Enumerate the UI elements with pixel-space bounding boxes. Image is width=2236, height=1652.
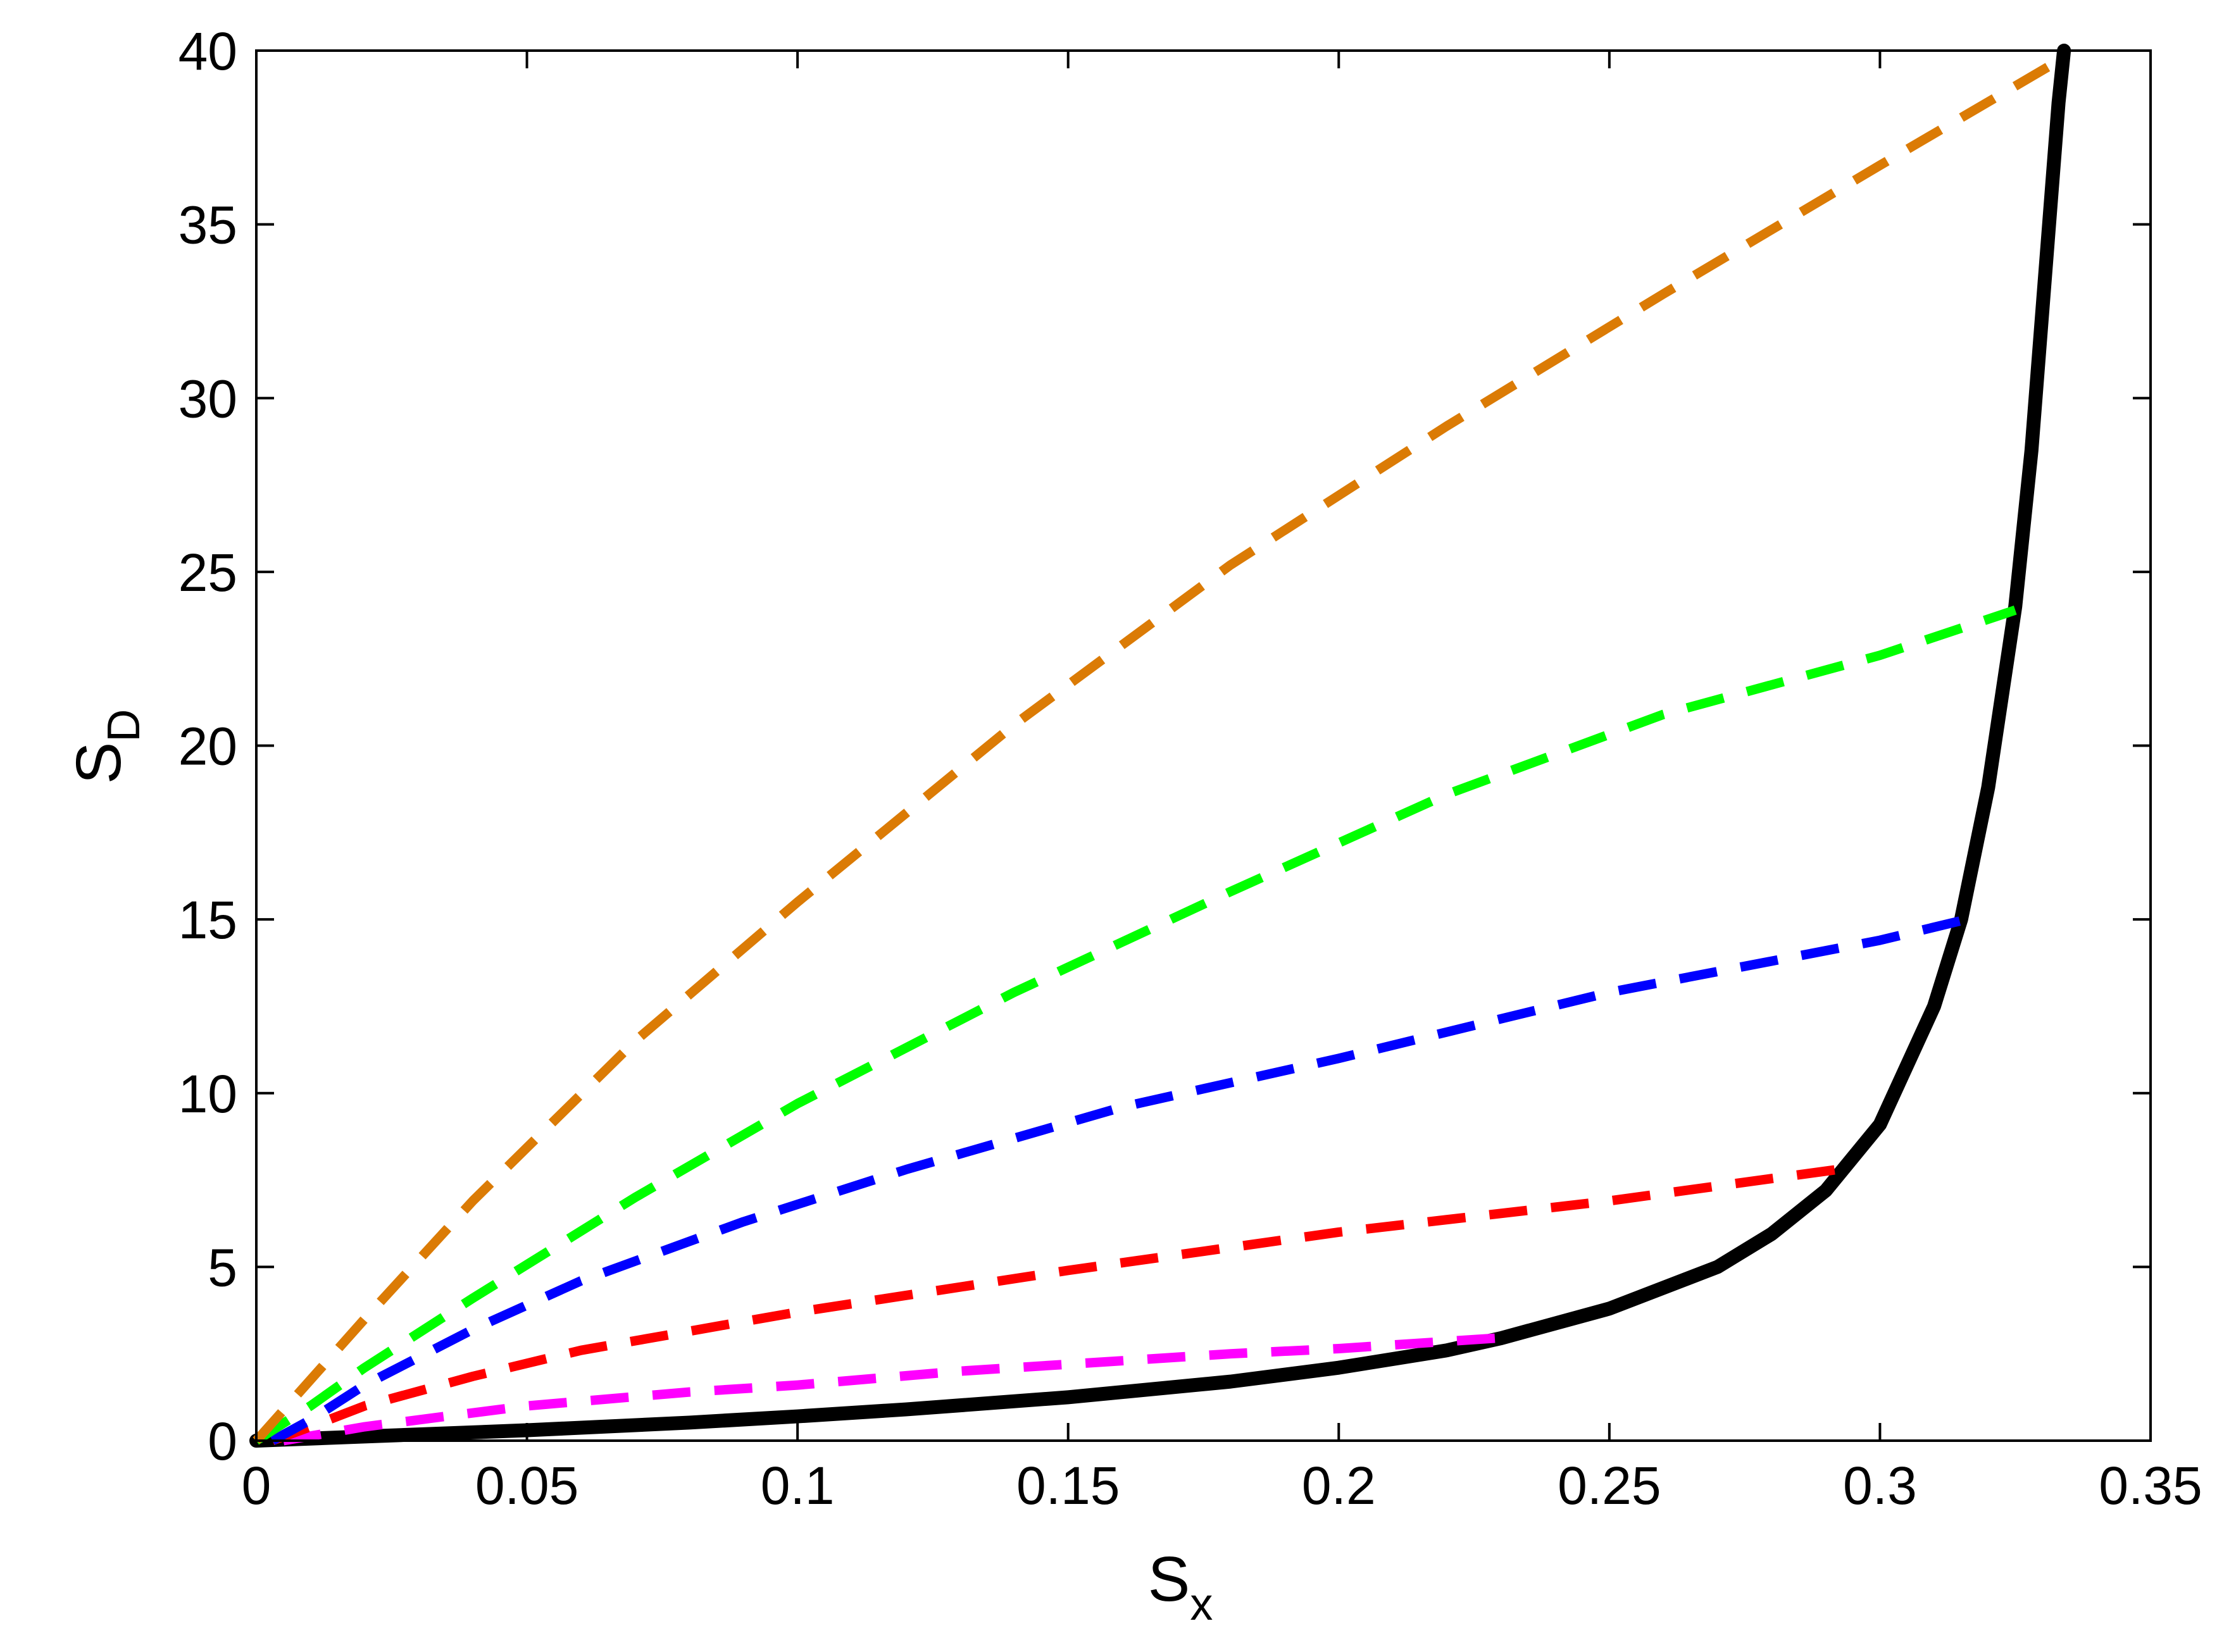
y-tick-label: 20 [178,717,237,776]
x-tick-label: 0.2 [1302,1456,1376,1515]
y-tick-label: 35 [178,196,237,255]
x-tick-label: 0.05 [475,1456,579,1515]
y-tick-label: 40 [178,22,237,81]
series-5-line [253,53,2066,1444]
y-tick-label: 5 [208,1238,237,1297]
x-axis-label: Sx [1148,1544,1213,1630]
y-tick-label: 0 [208,1412,237,1471]
y-tick-label: 25 [178,543,237,602]
series-1-line [282,1333,1496,1446]
x-tick-label: 0.15 [1016,1456,1120,1515]
y-tick-label: 15 [178,890,237,950]
x-tick-label: 0.25 [1558,1456,1661,1515]
x-axis-label-sub: x [1190,1579,1213,1630]
series-3-line [270,914,1968,1445]
x-tick-label: 0.3 [1843,1456,1917,1515]
x-axis-label-main: S [1148,1544,1190,1615]
x-tick-labels: 0 0.05 0.1 0.15 0.2 0.25 0.3 0.35 [242,1456,2202,1515]
y-axis-label-main: S [63,742,134,785]
y-tick-label: 30 [178,369,237,428]
x-tick-label: 0 [242,1456,272,1515]
y-tick-label: 10 [178,1064,237,1124]
x-tick-label: 0.1 [761,1456,835,1515]
plot-frame [255,49,2152,1442]
y-axis-label: SD [63,709,149,785]
series-2-line [271,1165,1838,1446]
series-0-line [249,44,2071,1448]
y-tick-labels: 0 5 10 15 20 25 30 35 40 [178,22,237,1471]
series-layer [249,44,2071,1448]
y-axis-label-sub: D [99,709,149,742]
x-tick-label: 0.35 [2099,1456,2202,1515]
series-4-line [253,606,2017,1445]
